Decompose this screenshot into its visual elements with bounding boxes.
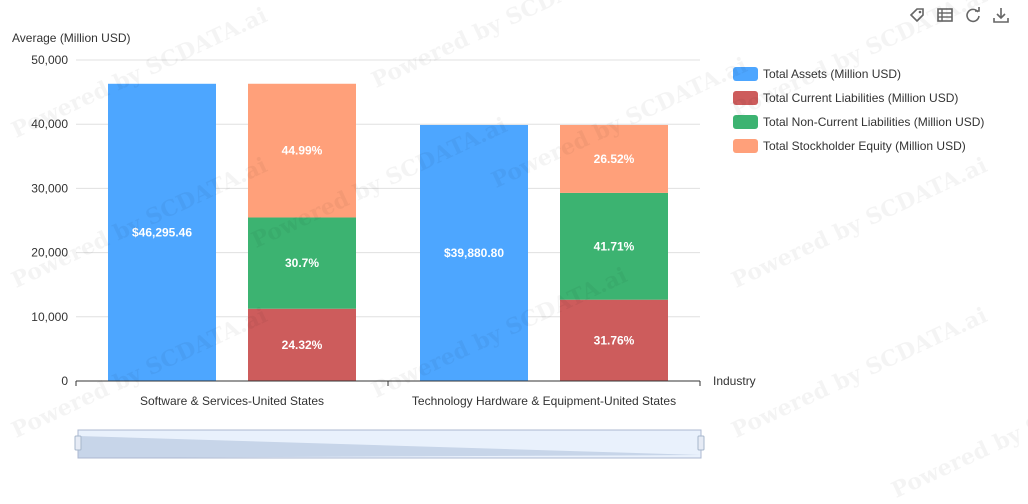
legend: Total Assets (Million USD) Total Current …: [733, 62, 984, 158]
data-label: 26.52%: [594, 152, 635, 166]
datazoom-handle-left[interactable]: [74, 435, 82, 451]
tag-icon[interactable]: [908, 6, 926, 24]
data-view-icon[interactable]: [936, 6, 954, 24]
legend-item[interactable]: Total Non-Current Liabilities (Million U…: [733, 110, 984, 134]
legend-label: Total Current Liabilities (Million USD): [763, 91, 959, 105]
datazoom-preview: [78, 436, 701, 458]
datazoom-handle-right[interactable]: [697, 435, 705, 451]
data-label: $39,880.80: [444, 246, 504, 260]
y-axis-title: Average (Million USD): [12, 31, 130, 45]
bar-segment[interactable]: [248, 308, 356, 381]
bar-segment[interactable]: [108, 83, 216, 382]
legend-label: Total Assets (Million USD): [763, 67, 902, 81]
legend-swatch: [733, 115, 758, 129]
legend-label: Total Stockholder Equity (Million USD): [763, 139, 966, 153]
y-tick-label: 30,000: [31, 181, 68, 195]
y-tick-label: 50,000: [31, 53, 68, 67]
x-tick-label: Software & Services-United States: [140, 394, 324, 408]
data-label: 31.76%: [594, 333, 635, 347]
legend-swatch: [733, 67, 758, 81]
data-label: $46,295.46: [132, 225, 192, 239]
legend-item[interactable]: Total Current Liabilities (Million USD): [733, 86, 984, 110]
y-tick-label: 0: [61, 374, 68, 388]
x-axis-title: Industry: [713, 374, 756, 388]
legend-swatch: [733, 91, 758, 105]
legend-item[interactable]: Total Stockholder Equity (Million USD): [733, 134, 984, 158]
x-tick-label: Technology Hardware & Equipment-United S…: [412, 394, 676, 408]
datazoom-selection[interactable]: [77, 429, 702, 459]
download-icon[interactable]: [992, 6, 1010, 24]
bar-segment[interactable]: [420, 124, 528, 381]
bar-segment[interactable]: [560, 192, 668, 300]
y-tick-label: 20,000: [31, 246, 68, 260]
data-label: 44.99%: [282, 144, 323, 158]
bar-chart: Average (Million USD) Industry 0 10,000 20…: [12, 31, 756, 459]
bar-segment[interactable]: [560, 124, 668, 193]
y-tick-label: 40,000: [31, 117, 68, 131]
legend-swatch: [733, 139, 758, 153]
data-label: 41.71%: [594, 239, 635, 253]
legend-item[interactable]: Total Assets (Million USD): [733, 62, 984, 86]
bar-segment[interactable]: [248, 217, 356, 309]
refresh-icon[interactable]: [964, 6, 982, 24]
data-label: 24.32%: [282, 338, 323, 352]
bar-segment[interactable]: [560, 299, 668, 381]
bar-segment[interactable]: [248, 83, 356, 218]
y-tick-label: 10,000: [31, 310, 68, 324]
toolbox: [908, 6, 1010, 24]
legend-label: Total Non-Current Liabilities (Million U…: [763, 115, 985, 129]
data-label: 30.7%: [285, 256, 319, 270]
